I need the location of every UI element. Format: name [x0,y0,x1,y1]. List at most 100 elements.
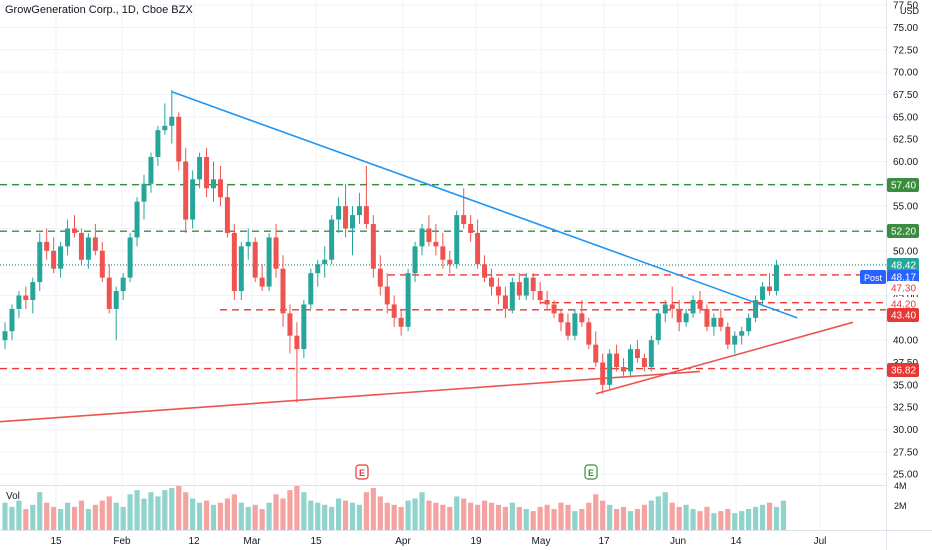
candle-body [23,295,29,300]
price-tick-label: 45.00 [893,291,918,302]
candle-body [475,232,481,265]
candle-body [287,313,293,336]
candle-body [217,179,223,198]
volume-bar [134,490,140,530]
time-tick-label: 15 [310,536,322,547]
candlesticks [2,89,779,403]
trendlines[interactable] [0,91,854,423]
volume-bar [579,509,585,530]
candle-body [155,130,161,158]
candle-body [634,349,640,359]
post-market-badge [860,270,886,284]
time-tick-label: 19 [470,536,482,547]
price-tick-label: 40.00 [893,336,918,347]
candle-body [78,232,84,260]
candle-body [586,322,592,345]
price-tag [887,308,919,322]
candle-body [72,228,77,233]
candle-body [683,313,689,323]
candle-body [370,224,376,269]
volume-tick-label: 2M [894,501,907,511]
volume-bar [120,506,126,530]
candle-body [44,241,50,251]
volume-bar [391,504,397,530]
volume-bar [759,504,766,530]
volume-bar [238,502,244,530]
time-tick-label: May [532,536,551,547]
candle-body [231,232,237,292]
candle-body [211,179,216,189]
candle-body [384,286,390,305]
candle-body [245,241,251,247]
candle-body [551,304,557,314]
price-tag [887,297,919,311]
candle-body [516,282,522,296]
volume-bar [2,502,8,530]
volume-bar [627,511,634,530]
volume-bar [30,504,36,530]
candle-body [433,241,439,247]
price-tick-label: 27.50 [893,447,918,458]
time-tick-label: Apr [395,536,411,547]
volume-bar [481,500,488,530]
volume-bar [148,492,154,530]
volume-bar [641,504,647,530]
volume-bar [614,509,620,530]
volume-bar [732,513,738,530]
volume-bar [99,500,105,530]
earnings-marker-icon [355,464,369,480]
time-axis[interactable]: 15 Feb 12 Mar 15 Apr 19 May 17 Jun 14 Jul [50,536,826,547]
time-tick-label: 17 [598,536,610,547]
candle-body [350,215,355,229]
volume-bar [690,509,696,530]
support-trendline [595,321,854,395]
price-tick-label: 62.50 [893,135,918,146]
candle-body [106,277,112,309]
candle-body [120,277,126,292]
time-tick-label: 14 [730,536,742,547]
candle-body [190,179,196,220]
volume-bar [704,506,710,530]
price-tick-label: 32.50 [893,403,918,414]
earnings-marker-letter: E [588,468,594,478]
candle-body [405,273,411,327]
candle-body [760,286,766,300]
candle-body [301,304,307,350]
volume-bar [753,506,759,530]
candle-body [718,317,724,327]
volume-bar [454,496,460,530]
support-trendline [0,370,701,423]
volume-bar [349,502,356,530]
candle-body [447,259,453,265]
candle-body [176,116,182,162]
volume-bar [648,500,654,530]
volume-bar [620,506,627,530]
volume-bar [301,492,307,530]
volume-bar [600,500,606,530]
candle-body [92,237,98,251]
earnings-marker-icon [584,464,598,480]
volume-bar [259,509,265,530]
volume-bar [308,500,314,530]
volume-bar [593,494,599,530]
volume-bar [634,509,641,530]
volume-bar [203,500,210,530]
price-tick-label: 55.00 [893,202,918,213]
candle-body [294,335,300,350]
volume-bar [106,496,112,530]
volume-bar [217,502,224,530]
price-tick-label: 50.00 [893,246,918,257]
volume-bar [245,506,251,530]
volume-bar [572,511,578,530]
candle-body [572,313,578,336]
candle-body [648,340,654,367]
candle-body [662,304,668,314]
volume-bar [273,494,279,530]
volume-bar [739,511,745,530]
resistance-trendline [171,91,798,319]
candle-body [329,219,335,260]
price-tick-label: 30.00 [893,425,918,436]
